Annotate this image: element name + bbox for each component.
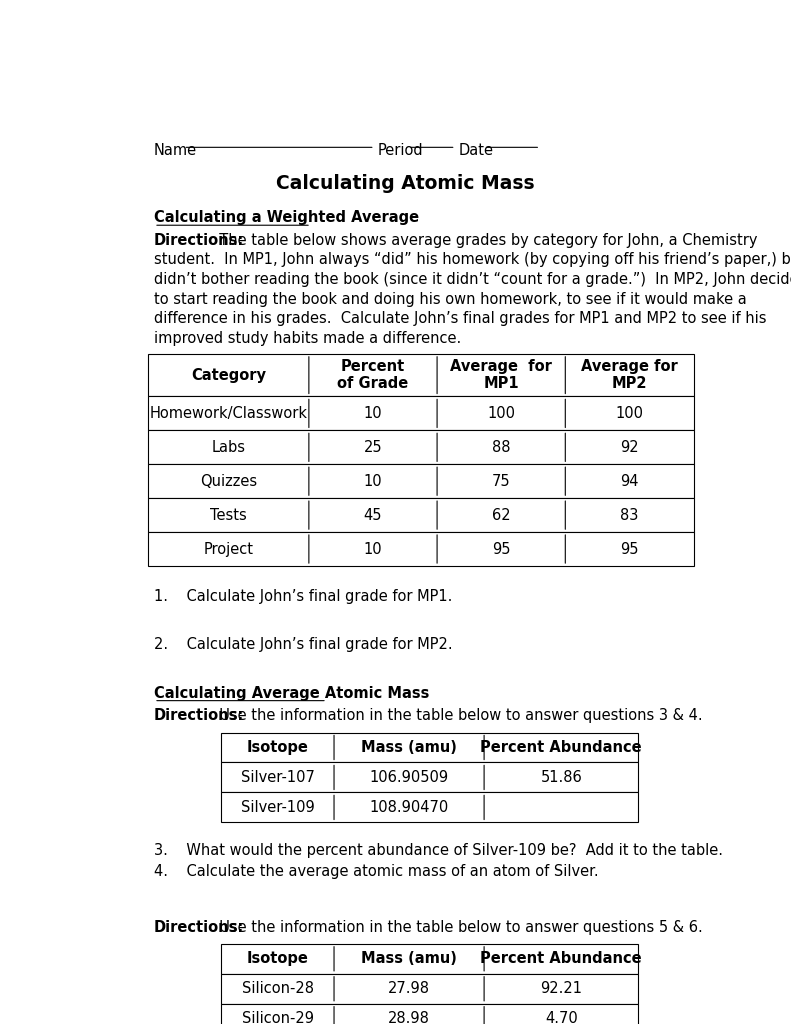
Text: 92: 92	[620, 439, 638, 455]
Text: Date: Date	[459, 142, 494, 158]
Text: difference in his grades.  Calculate John’s final grades for MP1 and MP2 to see : difference in his grades. Calculate John…	[154, 311, 766, 327]
Text: Calculating Atomic Mass: Calculating Atomic Mass	[276, 174, 535, 193]
Text: 25: 25	[364, 439, 382, 455]
Text: 94: 94	[620, 474, 638, 488]
Text: to start reading the book and doing his own homework, to see if it would make a: to start reading the book and doing his …	[154, 292, 747, 306]
Text: Average for
MP2: Average for MP2	[581, 359, 678, 391]
Bar	[148, 430, 694, 464]
Text: Use the information in the table below to answer questions 5 & 6.: Use the information in the table below t…	[210, 920, 703, 935]
Text: Directions:: Directions:	[154, 920, 244, 935]
Text: Quizzes: Quizzes	[200, 474, 257, 488]
Text: Silicon-29: Silicon-29	[242, 1012, 314, 1024]
Text: Isotope: Isotope	[247, 951, 308, 967]
Text: 10: 10	[364, 406, 382, 421]
Text: 108.90470: 108.90470	[369, 800, 448, 815]
Text: 88: 88	[492, 439, 510, 455]
Text: Name: Name	[154, 142, 197, 158]
Text: Homework/Classwork: Homework/Classwork	[149, 406, 308, 421]
Text: Percent Abundance: Percent Abundance	[480, 740, 642, 755]
Text: student.  In MP1, John always “did” his homework (by copying off his friend’s pa: student. In MP1, John always “did” his h…	[154, 252, 791, 267]
Text: 100: 100	[487, 406, 515, 421]
Bar	[148, 464, 694, 498]
Text: 4.    Calculate the average atomic mass of an atom of Silver.: 4. Calculate the average atomic mass of …	[154, 864, 599, 879]
Text: Tests: Tests	[210, 508, 247, 522]
Bar	[148, 498, 694, 532]
Text: Calculating Average Atomic Mass: Calculating Average Atomic Mass	[154, 686, 430, 700]
Text: Directions:: Directions:	[154, 232, 244, 248]
Text: Percent
of Grade: Percent of Grade	[337, 359, 409, 391]
Bar	[221, 1004, 638, 1024]
Bar	[221, 763, 638, 793]
Text: 51.86: 51.86	[540, 770, 582, 785]
Text: 45: 45	[364, 508, 382, 522]
Text: 75: 75	[492, 474, 510, 488]
Bar	[221, 974, 638, 1004]
Bar	[221, 944, 638, 974]
Text: Isotope: Isotope	[247, 740, 308, 755]
Text: Average  for
MP1: Average for MP1	[450, 359, 552, 391]
Text: Mass (amu): Mass (amu)	[361, 951, 457, 967]
Bar	[148, 532, 694, 566]
Text: 4.70: 4.70	[545, 1012, 577, 1024]
Text: 95: 95	[492, 542, 510, 556]
Text: 27.98: 27.98	[388, 981, 430, 996]
Text: Mass (amu): Mass (amu)	[361, 740, 457, 755]
Text: 28.98: 28.98	[388, 1012, 430, 1024]
Text: 62: 62	[492, 508, 510, 522]
Text: 3.    What would the percent abundance of Silver-109 be?  Add it to the table.: 3. What would the percent abundance of S…	[154, 843, 723, 858]
Text: Silicon-28: Silicon-28	[242, 981, 314, 996]
Bar	[148, 396, 694, 430]
Text: Silver-107: Silver-107	[240, 770, 315, 785]
Text: improved study habits made a difference.: improved study habits made a difference.	[154, 331, 461, 346]
Text: 92.21: 92.21	[540, 981, 582, 996]
Text: 10: 10	[364, 474, 382, 488]
Bar	[148, 354, 694, 396]
Bar	[221, 793, 638, 822]
Text: Project: Project	[203, 542, 253, 556]
Text: The table below shows average grades by category for John, a Chemistry: The table below shows average grades by …	[210, 232, 758, 248]
Text: Labs: Labs	[211, 439, 245, 455]
Text: 1.    Calculate John’s final grade for MP1.: 1. Calculate John’s final grade for MP1.	[154, 589, 452, 603]
Text: Percent Abundance: Percent Abundance	[480, 951, 642, 967]
Text: Use the information in the table below to answer questions 3 & 4.: Use the information in the table below t…	[210, 709, 703, 723]
Text: Category: Category	[191, 368, 266, 383]
Bar	[221, 732, 638, 763]
Text: Directions:: Directions:	[154, 709, 244, 723]
Text: Calculating a Weighted Average: Calculating a Weighted Average	[154, 210, 419, 225]
Text: 2.    Calculate John’s final grade for MP2.: 2. Calculate John’s final grade for MP2.	[154, 637, 452, 652]
Text: 106.90509: 106.90509	[369, 770, 448, 785]
Text: Silver-109: Silver-109	[241, 800, 315, 815]
Text: 83: 83	[620, 508, 638, 522]
Text: 100: 100	[615, 406, 643, 421]
Text: 95: 95	[620, 542, 638, 556]
Text: didn’t bother reading the book (since it didn’t “count for a grade.”)  In MP2, J: didn’t bother reading the book (since it…	[154, 272, 791, 287]
Text: Period: Period	[378, 142, 423, 158]
Text: 10: 10	[364, 542, 382, 556]
